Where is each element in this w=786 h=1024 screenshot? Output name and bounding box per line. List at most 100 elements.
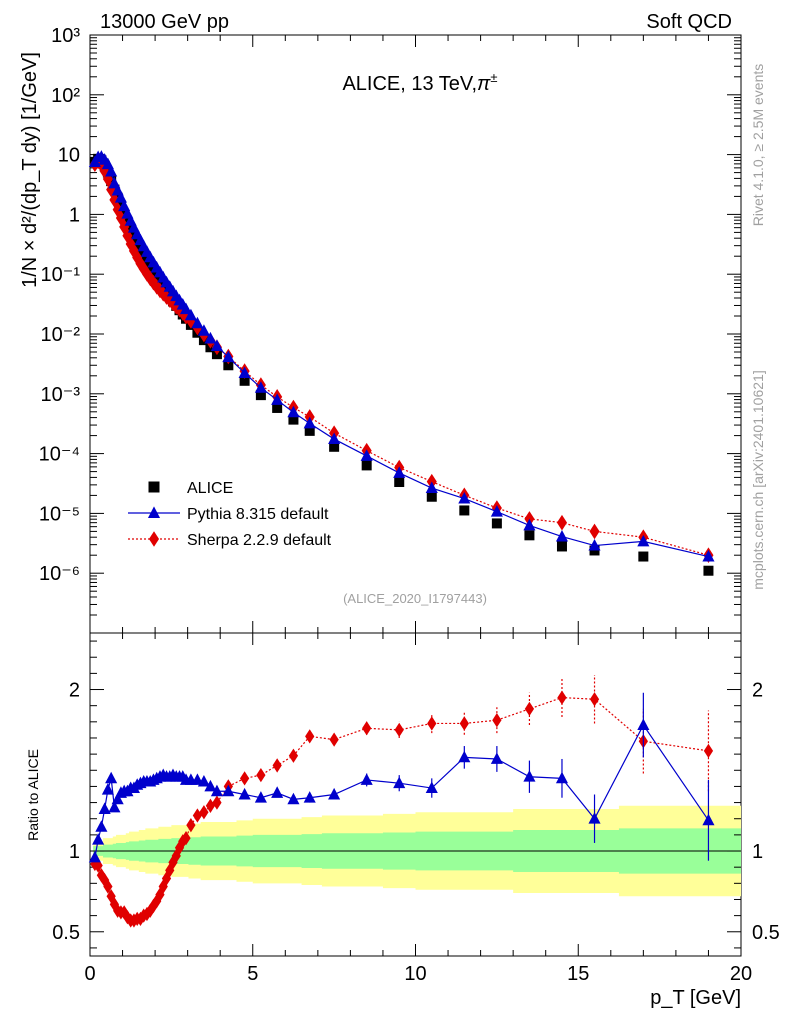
sherpa-ratio-point <box>103 879 113 894</box>
alice-point <box>272 402 283 413</box>
sherpa-point <box>112 201 123 218</box>
pythia-ratio-point <box>92 833 105 845</box>
header-right: Soft QCD <box>646 11 732 33</box>
ratio-axis-ticks: 0 5 10 15 200.5 0.51 12 2 <box>52 633 780 985</box>
pythia-ratio-point <box>254 791 267 803</box>
pythia-point <box>328 432 341 445</box>
y-tick-label-main: 10 <box>58 145 80 167</box>
ratio-plot-data <box>88 674 715 928</box>
mcplots-label: mcplots.cern.ch [arXiv:2401.10621] <box>750 370 766 589</box>
sherpa-point <box>138 261 149 277</box>
pythia-point <box>588 538 601 551</box>
alice-point <box>239 375 250 386</box>
alice-point <box>329 441 340 452</box>
pythia-point <box>702 549 715 562</box>
pythia-ratio-point <box>458 750 471 763</box>
pythia-point <box>458 491 471 504</box>
pythia-ratio-point <box>204 779 217 792</box>
sherpa-ratio-point <box>492 713 502 728</box>
alice-point <box>556 541 567 552</box>
y-tick-label-main: 10⁻³ <box>41 384 81 406</box>
pythia-point <box>204 331 217 344</box>
sherpa-ratio-point <box>152 893 162 909</box>
sherpa-ratio-point <box>427 716 437 731</box>
sherpa-ratio-point <box>272 758 282 773</box>
y-tick-label-main: 10⁻¹ <box>41 264 81 286</box>
x-tick-label: 0 <box>84 963 95 985</box>
sherpa-ratio-point <box>589 692 600 707</box>
pythia-ratio-point <box>555 771 569 784</box>
pythia-ratio-point <box>360 773 373 785</box>
pythia-ratio-point <box>271 786 284 798</box>
pythia-ratio-point <box>111 792 124 805</box>
rivet-version-label: Rivet 4.1.0, ≥ 2.5M events <box>750 64 766 227</box>
pythia-point <box>360 449 373 461</box>
pythia-point <box>114 191 127 203</box>
sherpa-ratio-point <box>256 767 266 783</box>
pythia-point <box>105 164 118 177</box>
pythia-point <box>197 324 210 336</box>
legend-label: Pythia 8.315 default <box>187 506 329 523</box>
alice-point <box>255 390 266 401</box>
pythia-ratio-point <box>702 813 715 826</box>
header-left: 13000 GeV pp <box>100 11 229 33</box>
alice-point <box>304 425 315 436</box>
sherpa-ratio-point <box>212 795 222 810</box>
sherpa-ratio-point <box>703 743 714 759</box>
y-tick-label-main: 10³ <box>51 25 80 47</box>
alice-point <box>426 491 437 502</box>
pythia-point <box>210 339 223 351</box>
pythia-point <box>287 405 300 418</box>
sherpa-ratio-point <box>100 872 110 888</box>
pythia-ratio-point <box>101 783 114 795</box>
sherpa-point <box>102 171 113 187</box>
pythia-ratio-point <box>490 752 503 764</box>
x-tick-label: 20 <box>730 963 752 985</box>
pythia-ratio-point <box>222 784 235 797</box>
y-tick-label-ratio: 2 <box>69 680 80 702</box>
pythia-ratio-point <box>108 800 121 813</box>
sherpa-ratio-point <box>362 721 372 736</box>
pythia-point <box>303 416 316 429</box>
analysis-watermark: (ALICE_2020_I1797443) <box>343 591 487 606</box>
pythia-point <box>271 393 284 405</box>
alice-point <box>288 414 299 425</box>
x-tick-label: 15 <box>567 963 589 985</box>
alice-point <box>223 360 234 371</box>
sherpa-ratio-point <box>329 732 339 747</box>
alice-point <box>638 551 649 562</box>
y-tick-label-main: 10⁻⁶ <box>39 563 80 585</box>
pythia-point <box>637 534 650 547</box>
sherpa-ratio-point <box>239 771 250 786</box>
y-tick-label-ratio: 1 <box>69 841 80 863</box>
y-tick-label-main: 1 <box>69 204 80 226</box>
plot-title: ALICE, 13 TeV,π± <box>342 70 497 95</box>
legend-label: ALICE <box>187 480 233 497</box>
main-axis-ticks: 10⁻⁶ 10⁻⁵ 10⁻⁴ 10⁻³ 10⁻² 10⁻¹ 1 10 10² 10³ <box>39 25 742 634</box>
y-tick-label-ratio-right: 1 <box>752 841 763 863</box>
pythia-ratio-point <box>98 802 111 814</box>
pythia-ratio-point <box>105 771 118 784</box>
pythia-ratio-point <box>88 850 101 863</box>
sherpa-ratio-point <box>459 716 469 731</box>
legend-sherpa-marker <box>148 531 160 547</box>
sherpa-point <box>115 210 126 226</box>
alice-point <box>524 530 535 541</box>
sherpa-ratio-point <box>186 818 196 833</box>
legend-pythia-marker <box>147 506 161 518</box>
pythia-ratio-point <box>523 770 536 782</box>
sherpa-point <box>556 514 568 531</box>
pythia-ratio-point <box>210 784 223 797</box>
pythia-ratio-point <box>238 787 251 800</box>
sherpa-ratio-point <box>199 805 209 820</box>
pythia-ratio-point <box>287 792 300 805</box>
sherpa-point <box>589 523 600 540</box>
pythia-ratio-point <box>637 718 650 731</box>
pythia-point <box>523 518 536 531</box>
sherpa-ratio-point <box>142 906 152 922</box>
sherpa-ratio-point <box>557 690 567 705</box>
y-tick-label-main: 10⁻⁴ <box>39 444 80 466</box>
pythia-point <box>490 505 503 517</box>
sherpa-point <box>99 163 110 179</box>
